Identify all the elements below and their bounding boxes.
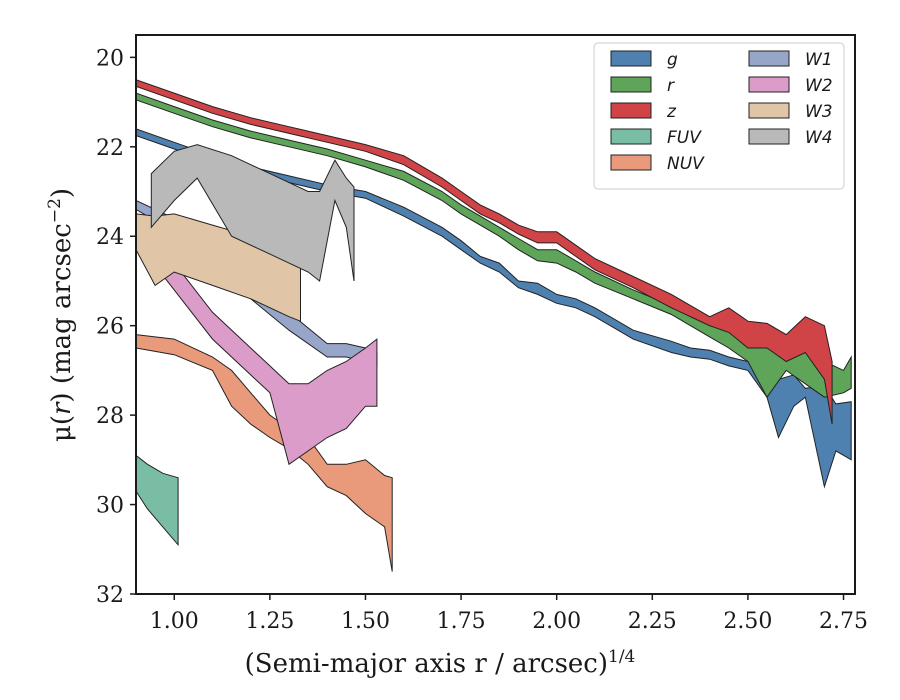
legend-swatch-w2: [748, 76, 790, 93]
legend-swatch-fuv: [610, 128, 652, 145]
y-axis-label: μ(r) (mag arcsec−2): [45, 188, 77, 442]
x-tick-label: 1.50: [341, 609, 390, 634]
legend-swatch-z: [610, 102, 652, 119]
legend-swatch-w3: [748, 102, 790, 119]
legend-label-r: r: [667, 76, 675, 96]
y-tick-label: 20: [96, 46, 124, 71]
y-tick-label: 28: [96, 404, 124, 429]
legend-label-w1: W1: [805, 50, 833, 70]
x-tick-label: 1.75: [437, 609, 486, 634]
legend: grz FUV NUV W1 W2 W3 W4: [593, 42, 845, 190]
y-axis-label-italic: r: [47, 401, 77, 415]
x-tick-label: 2.00: [532, 609, 581, 634]
legend-swatch-g: [610, 50, 652, 67]
x-tick-label: 1.00: [150, 609, 199, 634]
x-axis: 1.00 1.25 1.50 1.75 2.00 2.25 2.50 2.75: [150, 594, 868, 634]
y-tick-label: 32: [96, 583, 124, 608]
series-band-nuv: [136, 334, 393, 572]
y-tick-label: 30: [96, 494, 124, 519]
y-tick-label: 26: [96, 315, 124, 340]
legend-swatch-nuv: [610, 154, 652, 171]
y-tick-label: 22: [96, 136, 124, 161]
y-axis-label-suffix: ): [47, 188, 77, 198]
legend-label-fuv: FUV: [667, 128, 702, 148]
x-tick-label: 1.25: [245, 609, 294, 634]
legend-swatch-w1: [748, 50, 790, 67]
legend-label-w3: W3: [805, 102, 833, 122]
y-tick-label: 24: [96, 225, 124, 250]
y-axis-label-middle: ) (mag arcsec: [47, 223, 77, 402]
x-axis-label: (Semi-major axis r / arcsec)1/4: [245, 647, 636, 679]
y-axis-label-exponent: −2: [45, 198, 65, 223]
y-axis-label-prefix: μ(: [47, 415, 77, 442]
series-layer: [136, 79, 852, 572]
x-axis-label-exponent: 1/4: [608, 647, 635, 667]
legend-label-nuv: NUV: [667, 154, 705, 174]
series-band-w4: [150, 144, 355, 282]
legend-label-w4: W4: [805, 128, 833, 148]
series-band-fuv: [136, 454, 179, 547]
legend-swatch-r: [610, 76, 652, 93]
series-band-w2: [136, 217, 378, 466]
series-band-g: [136, 128, 852, 489]
y-axis: 20 22 24 26 28 30 32: [96, 46, 136, 608]
series-band-r: [136, 92, 852, 399]
legend-label-g: g: [667, 50, 678, 70]
legend-label-z: z: [666, 102, 677, 122]
x-tick-label: 2.75: [819, 609, 868, 634]
x-tick-label: 2.50: [723, 609, 772, 634]
series-band-z: [136, 79, 833, 425]
legend-swatch-w4: [748, 128, 790, 145]
x-tick-label: 2.25: [628, 609, 677, 634]
x-axis-label-text: (Semi-major axis r / arcsec): [245, 649, 608, 679]
y-axis-label-group: μ(r) (mag arcsec−2): [45, 188, 77, 442]
plot-frame: [135, 34, 856, 595]
legend-label-w2: W2: [805, 76, 833, 96]
